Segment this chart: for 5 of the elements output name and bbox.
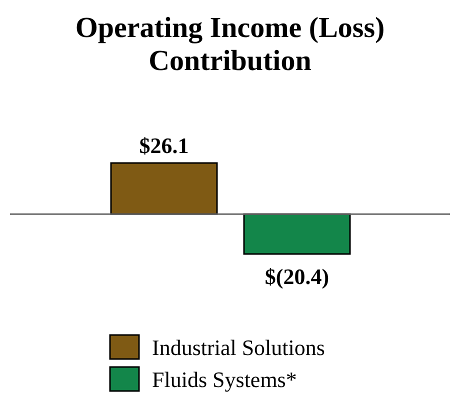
legend-label: Fluids Systems* xyxy=(152,367,297,392)
legend-label: Industrial Solutions xyxy=(152,335,325,360)
data-label: $(20.4) xyxy=(264,264,330,289)
data-label: $26.1 xyxy=(139,133,189,158)
chart-title: Operating Income (Loss) Contribution xyxy=(75,12,385,77)
